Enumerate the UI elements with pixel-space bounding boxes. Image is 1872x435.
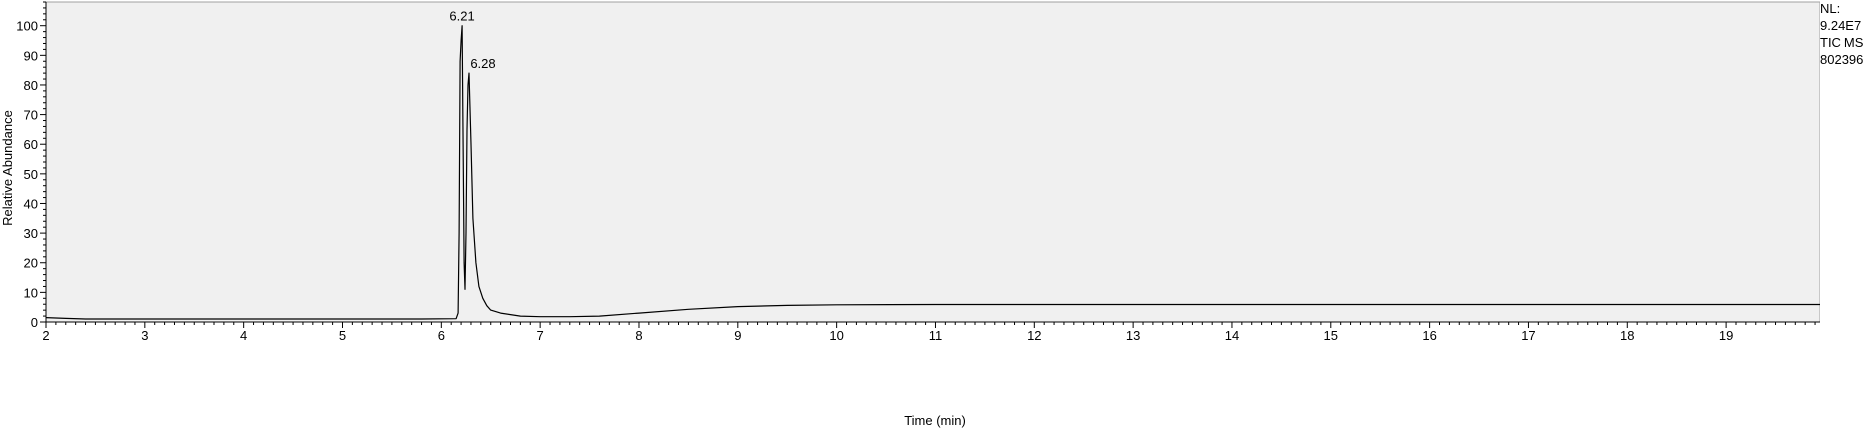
x-tick-label: 11 xyxy=(929,328,943,343)
x-tick-label: 4 xyxy=(240,328,247,343)
x-tick-label: 19 xyxy=(1719,328,1733,343)
x-tick-label: 12 xyxy=(1027,328,1041,343)
y-tick-label: 0 xyxy=(31,315,38,330)
ms-label: MS xyxy=(1843,35,1864,50)
x-tick-label: 13 xyxy=(1126,328,1140,343)
y-tick-label: 80 xyxy=(24,78,38,93)
plot-area xyxy=(45,1,1820,323)
nl-label: NL: xyxy=(1820,1,1841,16)
x-tick-label: 18 xyxy=(1620,328,1634,343)
chromatogram-chart: 2 3 4 5 6 7 8 9 10 11 12 13 14 15 16 17 18 19 0 10 20 30 40 50 6… xyxy=(0,1,1820,428)
x-tick-label: 14 xyxy=(1225,328,1239,343)
x-tick-label: 10 xyxy=(829,328,843,343)
y-tick-label: 70 xyxy=(24,108,38,123)
x-axis-label: Time (min) xyxy=(904,413,966,428)
y-tick-label: 100 xyxy=(16,19,38,34)
x-tick-label: 7 xyxy=(537,328,544,343)
y-tick-label: 40 xyxy=(24,196,38,211)
x-tick-label: 16 xyxy=(1422,328,1436,343)
x-tick-label: 9 xyxy=(734,328,741,343)
acquisition-info: NL: 9.24E7 TIC MS 802396 xyxy=(1820,0,1863,68)
y-tick-label: 90 xyxy=(24,48,38,63)
x-tick-label: 6 xyxy=(438,328,445,343)
y-tick-label: 20 xyxy=(24,256,38,271)
x-tick-label: 2 xyxy=(42,328,49,343)
y-tick-label: 50 xyxy=(24,167,38,182)
peak-label: 6.28 xyxy=(470,56,495,71)
x-tick-label: 17 xyxy=(1521,328,1535,343)
x-tick-label: 3 xyxy=(141,328,148,343)
x-tick-label: 8 xyxy=(635,328,642,343)
y-tick-label: 30 xyxy=(24,226,38,241)
x-tick-label: 5 xyxy=(339,328,346,343)
y-axis-label: Relative Abundance xyxy=(0,110,15,226)
tic-label: TIC xyxy=(1820,35,1841,50)
sample-name: 802396 xyxy=(1820,52,1864,67)
y-tick-label: 10 xyxy=(24,285,38,300)
y-tick-label: 60 xyxy=(24,137,38,152)
x-tick-label: 15 xyxy=(1324,328,1338,343)
nl-value: 9.24E7 xyxy=(1820,18,1862,33)
peak-label: 6.21 xyxy=(449,9,474,24)
tic-trace xyxy=(45,25,1820,320)
